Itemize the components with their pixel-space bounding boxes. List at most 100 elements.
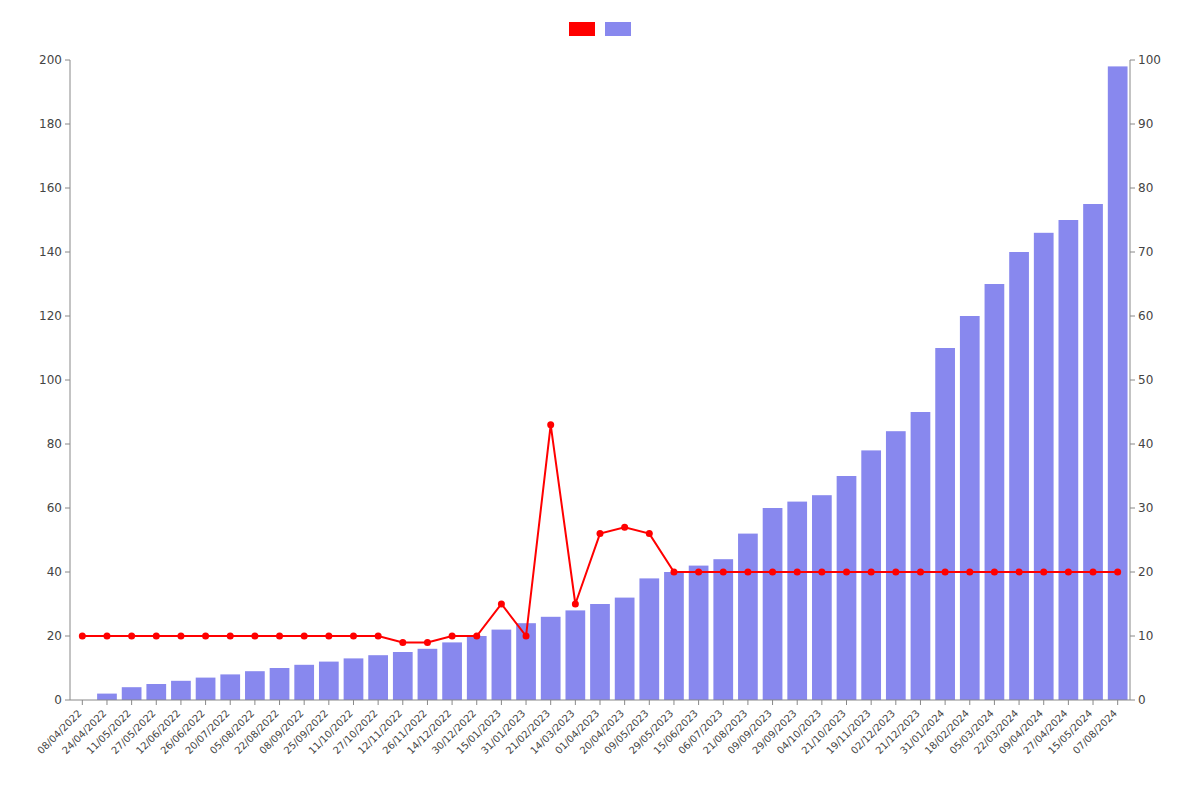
- line-marker: [301, 633, 308, 640]
- y-tick-label: 200: [39, 53, 62, 67]
- y2-tick: [1130, 700, 1135, 701]
- line-marker: [498, 601, 505, 608]
- x-tick: [501, 700, 502, 705]
- bar: [689, 566, 709, 700]
- line-marker: [868, 569, 875, 576]
- line-marker: [177, 633, 184, 640]
- y2-tick-label: 90: [1138, 117, 1153, 131]
- y-tick: [65, 700, 70, 701]
- line-marker: [473, 633, 480, 640]
- bar: [787, 502, 807, 700]
- bar: [220, 674, 240, 700]
- line-marker: [251, 633, 258, 640]
- x-tick: [1068, 700, 1069, 705]
- x-tick: [920, 700, 921, 705]
- line-marker: [843, 569, 850, 576]
- line-marker: [375, 633, 382, 640]
- y-tick-label: 120: [39, 309, 62, 323]
- y2-tick-label: 20: [1138, 565, 1153, 579]
- x-tick: [378, 700, 379, 705]
- y-tick: [65, 636, 70, 637]
- y2-tick-label: 40: [1138, 437, 1153, 451]
- y-tick-label: 160: [39, 181, 62, 195]
- line-marker: [325, 633, 332, 640]
- line-marker: [424, 639, 431, 646]
- bar: [171, 681, 191, 700]
- bar: [935, 348, 955, 700]
- bar: [270, 668, 290, 700]
- legend: [569, 22, 631, 36]
- bar: [245, 671, 265, 700]
- y-tick-label: 140: [39, 245, 62, 259]
- line-marker: [399, 639, 406, 646]
- x-tick: [772, 700, 773, 705]
- chart: 0204060801001201401601802000102030405060…: [0, 0, 1200, 800]
- line-marker: [794, 569, 801, 576]
- x-tick: [1093, 700, 1094, 705]
- y2-tick: [1130, 316, 1135, 317]
- line-marker: [720, 569, 727, 576]
- y2-tick: [1130, 124, 1135, 125]
- y-tick: [65, 508, 70, 509]
- x-tick: [994, 700, 995, 705]
- y-tick: [65, 444, 70, 445]
- line-marker: [670, 569, 677, 576]
- bar: [344, 658, 364, 700]
- x-tick: [402, 700, 403, 705]
- line-marker: [966, 569, 973, 576]
- y-tick: [65, 572, 70, 573]
- bar: [639, 578, 659, 700]
- x-tick: [673, 700, 674, 705]
- bar: [196, 678, 216, 700]
- y2-tick-label: 30: [1138, 501, 1153, 515]
- y2-tick-label: 100: [1138, 53, 1161, 67]
- y-tick-label: 60: [47, 501, 62, 515]
- bar: [319, 662, 339, 700]
- bar: [738, 534, 758, 700]
- x-tick: [846, 700, 847, 705]
- bar: [590, 604, 610, 700]
- x-tick: [698, 700, 699, 705]
- legend-swatch: [605, 22, 631, 36]
- y2-tick-label: 70: [1138, 245, 1153, 259]
- x-tick: [821, 700, 822, 705]
- line-marker: [449, 633, 456, 640]
- x-tick: [427, 700, 428, 705]
- x-tick: [156, 700, 157, 705]
- x-tick: [106, 700, 107, 705]
- x-tick: [600, 700, 601, 705]
- x-tick: [82, 700, 83, 705]
- line-marker: [991, 569, 998, 576]
- x-tick: [624, 700, 625, 705]
- line-marker: [942, 569, 949, 576]
- bar: [664, 572, 684, 700]
- y2-tick-label: 60: [1138, 309, 1153, 323]
- line: [82, 425, 1117, 643]
- x-tick: [131, 700, 132, 705]
- line-marker: [572, 601, 579, 608]
- x-tick: [1043, 700, 1044, 705]
- y2-tick: [1130, 380, 1135, 381]
- x-tick-label: 07/08/2024: [1071, 708, 1120, 757]
- y2-tick: [1130, 188, 1135, 189]
- bar: [763, 508, 783, 700]
- y-tick: [65, 380, 70, 381]
- y-tick-label: 20: [47, 629, 62, 643]
- x-tick: [723, 700, 724, 705]
- line-marker: [1065, 569, 1072, 576]
- y2-tick-label: 0: [1138, 693, 1146, 707]
- x-tick: [254, 700, 255, 705]
- bar: [615, 598, 635, 700]
- y-tick-label: 100: [39, 373, 62, 387]
- line-marker: [523, 633, 530, 640]
- y2-tick: [1130, 444, 1135, 445]
- y-tick: [65, 124, 70, 125]
- x-tick: [550, 700, 551, 705]
- x-tick: [476, 700, 477, 705]
- bar: [516, 623, 536, 700]
- y2-tick-label: 10: [1138, 629, 1153, 643]
- x-tick: [871, 700, 872, 705]
- bar: [1009, 252, 1029, 700]
- bar: [1034, 233, 1054, 700]
- bar: [97, 694, 117, 700]
